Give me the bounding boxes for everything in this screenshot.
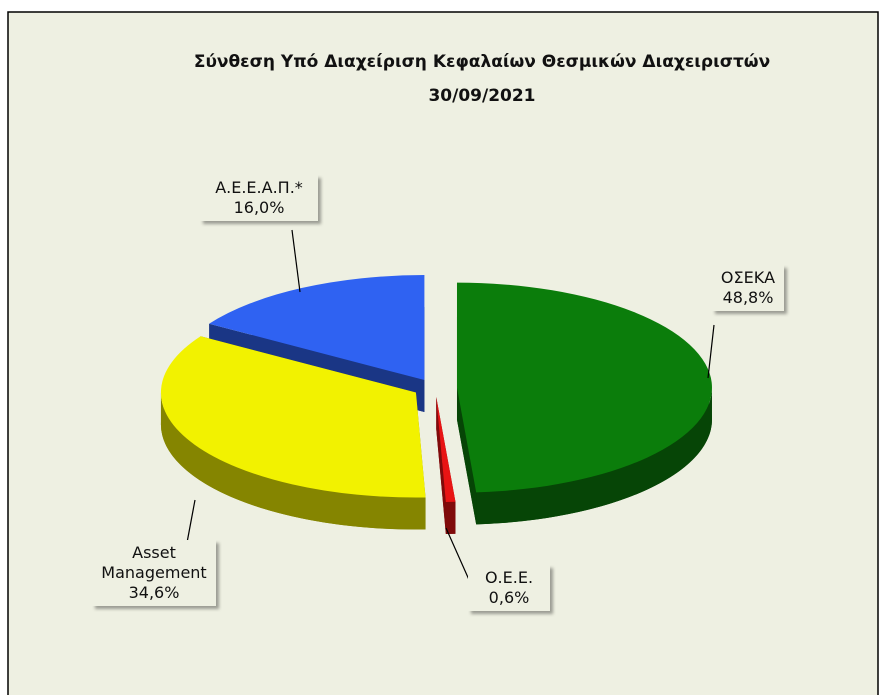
slice-top [160,336,426,498]
slice [436,397,456,534]
label-value: 34,6% [128,583,180,602]
label-value: 48,8% [722,288,774,307]
data-label: ΟΣΕΚΑ 48,8% [712,265,784,311]
data-label: Asset Management 34,6% [92,540,216,606]
label-value: 0,6% [488,588,530,607]
data-label: Α.Ε.Ε.Α.Π.* 16,0% [200,175,318,221]
leader-line [291,229,301,293]
leader-line [445,527,471,583]
slice-side [476,387,712,525]
chart-subtitle: 30/09/2021 [428,86,535,106]
slice-side [160,392,426,530]
label-value: 16,0% [233,198,285,217]
slice-side [445,501,456,534]
slice-wall [456,387,477,525]
label-category: Α.Ε.Ε.Α.Π.* [215,178,303,197]
slice-top [209,275,425,381]
slice [160,336,426,530]
slice-wall [436,397,446,534]
slice-top [436,397,456,502]
data-label: Ο.Ε.Ε. 0,6% [468,565,550,611]
label-category: ΟΣΕΚΑ [720,268,776,287]
leader-line [707,324,715,379]
label-category: Ο.Ε.Ε. [484,568,534,587]
label-category: Asset Management [101,543,207,582]
slice [456,282,712,525]
chart-title: Σύνθεση Υπό Διαχείριση Κεφαλαίων Θεσμικώ… [194,52,770,72]
slice-top [456,282,712,493]
